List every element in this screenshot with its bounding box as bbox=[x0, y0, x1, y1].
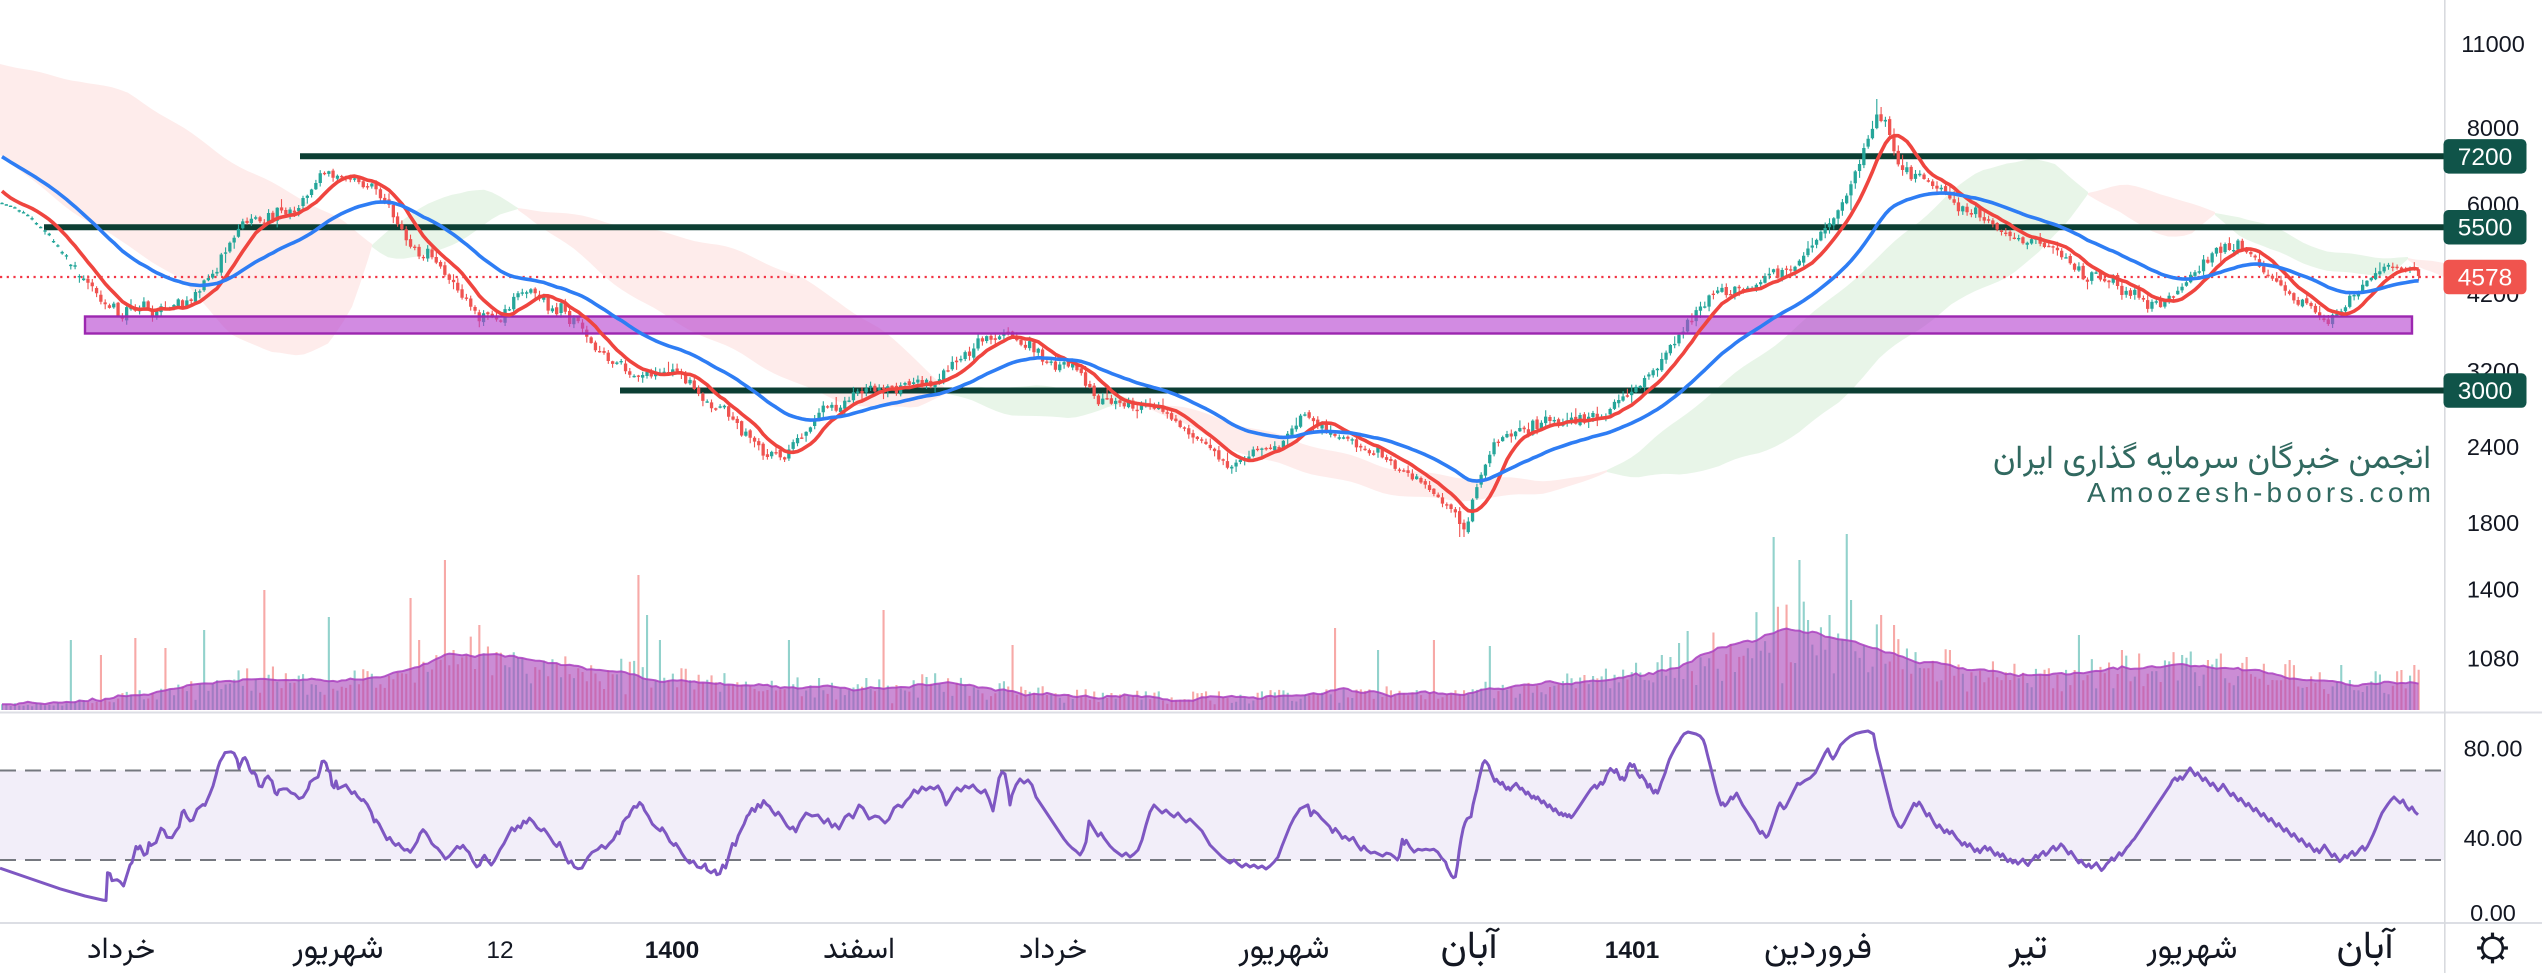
svg-text:7200: 7200 bbox=[2458, 144, 2513, 171]
svg-text:1401: 1401 bbox=[1605, 937, 1660, 964]
svg-text:5500: 5500 bbox=[2458, 215, 2513, 242]
svg-text:3000: 3000 bbox=[2458, 378, 2513, 405]
svg-text:1080: 1080 bbox=[2467, 645, 2519, 671]
svg-text:40.00: 40.00 bbox=[2464, 825, 2523, 851]
svg-text:1400: 1400 bbox=[2467, 577, 2519, 603]
svg-text:11000: 11000 bbox=[2461, 31, 2525, 57]
svg-text:1400: 1400 bbox=[645, 937, 700, 964]
svg-text:4578: 4578 bbox=[2458, 265, 2513, 292]
svg-text:0.00: 0.00 bbox=[2470, 900, 2516, 926]
svg-text:12: 12 bbox=[486, 937, 513, 964]
svg-text:80.00: 80.00 bbox=[2464, 735, 2523, 761]
svg-text:Amoozesh-boors.com: Amoozesh-boors.com bbox=[2087, 477, 2431, 508]
svg-text:2400: 2400 bbox=[2467, 434, 2519, 460]
svg-text:1800: 1800 bbox=[2467, 510, 2519, 536]
svg-text:8000: 8000 bbox=[2467, 115, 2519, 141]
